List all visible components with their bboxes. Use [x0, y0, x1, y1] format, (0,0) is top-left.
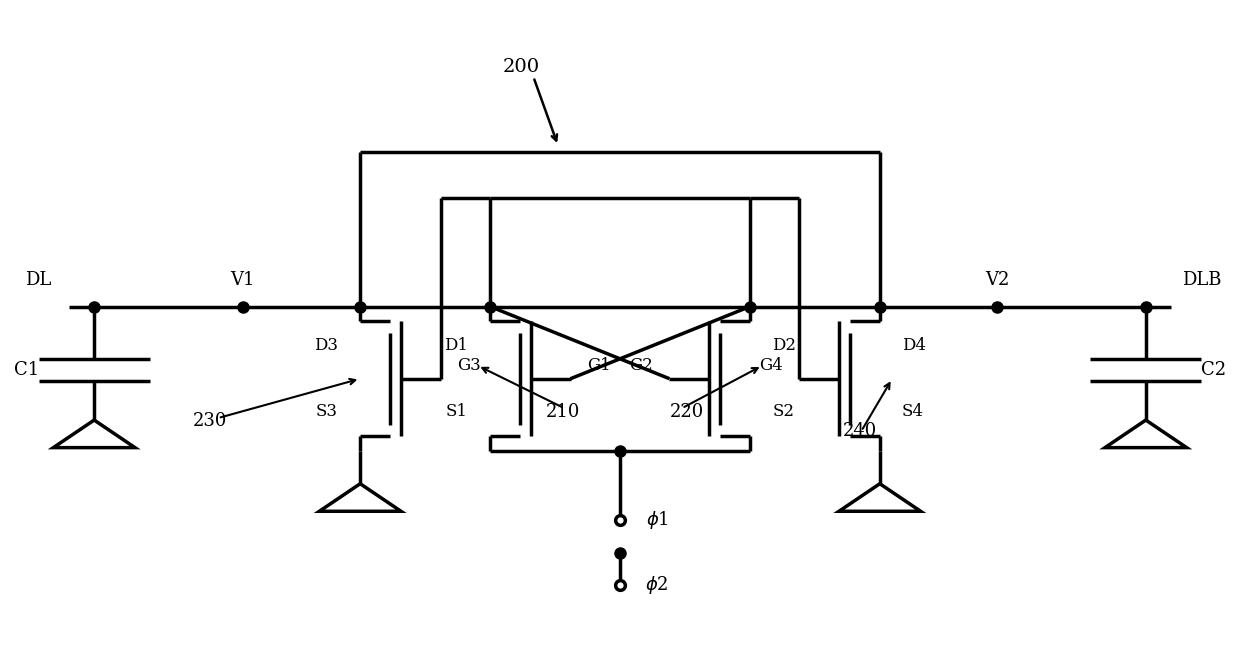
Text: G2: G2: [629, 357, 653, 374]
Text: D4: D4: [901, 337, 926, 355]
Text: V2: V2: [985, 272, 1009, 289]
Text: 230: 230: [193, 413, 227, 430]
Text: $\phi$1: $\phi$1: [646, 509, 668, 530]
Text: 240: 240: [843, 422, 877, 440]
Text: S3: S3: [316, 403, 339, 420]
Text: S1: S1: [446, 403, 467, 420]
Text: D2: D2: [773, 337, 796, 355]
Text: S2: S2: [773, 403, 794, 420]
Text: D3: D3: [314, 337, 339, 355]
Text: C1: C1: [14, 361, 38, 379]
Text: 200: 200: [502, 58, 539, 76]
Text: $\phi$2: $\phi$2: [645, 575, 668, 596]
Text: D1: D1: [444, 337, 467, 355]
Text: V1: V1: [231, 272, 255, 289]
Text: G1: G1: [587, 357, 611, 374]
Text: C2: C2: [1202, 361, 1226, 379]
Text: 220: 220: [670, 403, 704, 420]
Text: G3: G3: [458, 357, 481, 374]
Text: DLB: DLB: [1182, 272, 1221, 289]
Text: DL: DL: [25, 272, 52, 289]
Text: S4: S4: [901, 403, 924, 420]
Text: 210: 210: [546, 403, 580, 420]
Text: G4: G4: [759, 357, 782, 374]
